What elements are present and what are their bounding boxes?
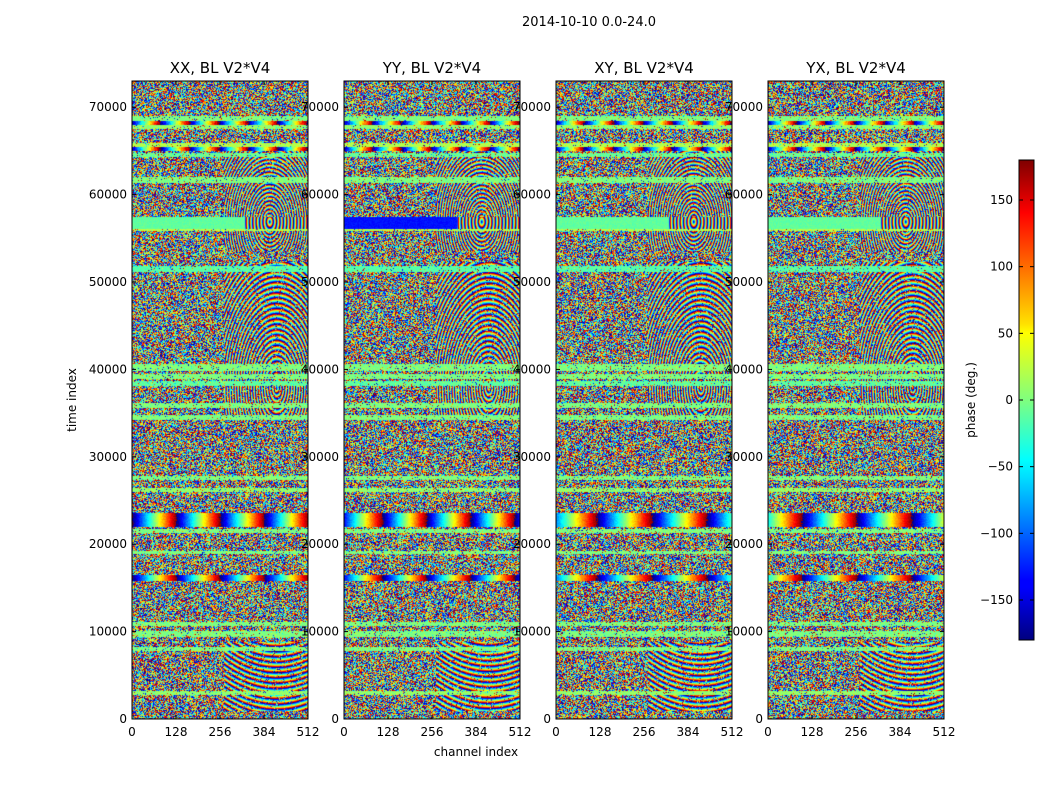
figure-title: 2014-10-10 0.0-24.0: [522, 15, 656, 30]
x-tick-label: 128: [165, 725, 188, 739]
x-tick-label: 128: [801, 725, 824, 739]
y-tick-label: 70000: [89, 100, 127, 114]
y-tick-label: 50000: [725, 275, 763, 289]
x-tick-label: 256: [633, 725, 656, 739]
panel-xy: XY, BL V2*V4 0 128 256 384 512 0 10000 20000 3000…: [513, 59, 744, 739]
y-tick-label: 60000: [301, 188, 339, 202]
y-tick-label: 0: [331, 712, 339, 726]
x-tick-label: 0: [552, 725, 560, 739]
x-tick-label: 384: [889, 725, 912, 739]
y-tick-label: 70000: [725, 100, 763, 114]
x-tick-label: 384: [465, 725, 488, 739]
x-tick-label: 512: [933, 725, 956, 739]
y-tick-label: 30000: [725, 450, 763, 464]
x-tick-label: 384: [677, 725, 700, 739]
y-tick-label: 70000: [513, 100, 551, 114]
y-tick-label: 60000: [513, 188, 551, 202]
x-tick-label: 512: [509, 725, 532, 739]
panel-xy-heatmap: [556, 81, 732, 719]
y-tick-label: 0: [755, 712, 763, 726]
colorbar-tick-label: −150: [980, 593, 1013, 607]
panel-yy: YY, BL V2*V4 0 128 256 384 512 0 10000 20000 3000…: [301, 59, 532, 739]
colorbar-tick-label: 100: [990, 260, 1013, 274]
x-tick-label: 512: [297, 725, 320, 739]
x-tick-label: 384: [253, 725, 276, 739]
y-tick-label: 50000: [513, 275, 551, 289]
y-tick-label: 0: [119, 712, 127, 726]
y-tick-label: 10000: [725, 625, 763, 639]
y-tick-label: 50000: [301, 275, 339, 289]
panel-yx-heatmap: [768, 81, 944, 719]
y-tick-label: 10000: [89, 625, 127, 639]
panel-title: XY, BL V2*V4: [594, 59, 694, 77]
colorbar-tick-label: −100: [980, 526, 1013, 540]
x-tick-label: 0: [340, 725, 348, 739]
x-tick-label: 0: [128, 725, 136, 739]
x-axis-label: channel index: [434, 745, 518, 759]
colorbar-tick-label: −50: [988, 460, 1013, 474]
panel-title: YY, BL V2*V4: [382, 59, 481, 77]
y-tick-label: 30000: [89, 450, 127, 464]
x-tick-label: 128: [589, 725, 612, 739]
y-tick-label: 20000: [89, 537, 127, 551]
colorbar: −150 −100 −50 0 50 100 150 phase (deg.): [964, 159, 1035, 641]
x-tick-label: 256: [421, 725, 444, 739]
y-tick-label: 20000: [725, 537, 763, 551]
x-tick-label: 256: [209, 725, 232, 739]
panel-title: YX, BL V2*V4: [805, 59, 906, 77]
colorbar-tick-label: 0: [1005, 393, 1013, 407]
y-tick-label: 40000: [725, 362, 763, 376]
x-tick-label: 256: [845, 725, 868, 739]
y-tick-label: 40000: [513, 362, 551, 376]
panel-yy-heatmap: [344, 81, 520, 719]
panel-xx: XX, BL V2*V4 0 128 256 384 512 0 10000 20000 3000…: [89, 59, 320, 739]
y-tick-label: 0: [543, 712, 551, 726]
panel-xx-heatmap: [132, 81, 308, 719]
x-tick-label: 128: [377, 725, 400, 739]
x-tick-label: 512: [721, 725, 744, 739]
colorbar-tick-label: 150: [990, 193, 1013, 207]
y-tick-label: 10000: [301, 625, 339, 639]
y-axis-label: time index: [65, 368, 79, 432]
y-tick-label: 40000: [89, 362, 127, 376]
y-tick-label: 30000: [513, 450, 551, 464]
colorbar-ticks: −150 −100 −50 0 50 100 150: [980, 193, 1034, 607]
y-tick-label: 40000: [301, 362, 339, 376]
y-tick-label: 10000: [513, 625, 551, 639]
panel-title: XX, BL V2*V4: [170, 59, 271, 77]
y-tick-label: 20000: [513, 537, 551, 551]
x-tick-label: 0: [764, 725, 772, 739]
y-tick-label: 30000: [301, 450, 339, 464]
colorbar-tick-label: 50: [998, 326, 1013, 340]
y-tick-label: 20000: [301, 537, 339, 551]
panel-yx: YX, BL V2*V4 0 128 256 384 512 0 10000 20000 3000…: [725, 59, 956, 739]
colorbar-label: phase (deg.): [964, 362, 978, 438]
y-tick-label: 60000: [725, 188, 763, 202]
panels-group: XX, BL V2*V4 0 128 256 384 512 0 10000 20000 3000…: [89, 59, 956, 739]
y-tick-label: 50000: [89, 275, 127, 289]
y-tick-label: 60000: [89, 188, 127, 202]
y-tick-label: 70000: [301, 100, 339, 114]
